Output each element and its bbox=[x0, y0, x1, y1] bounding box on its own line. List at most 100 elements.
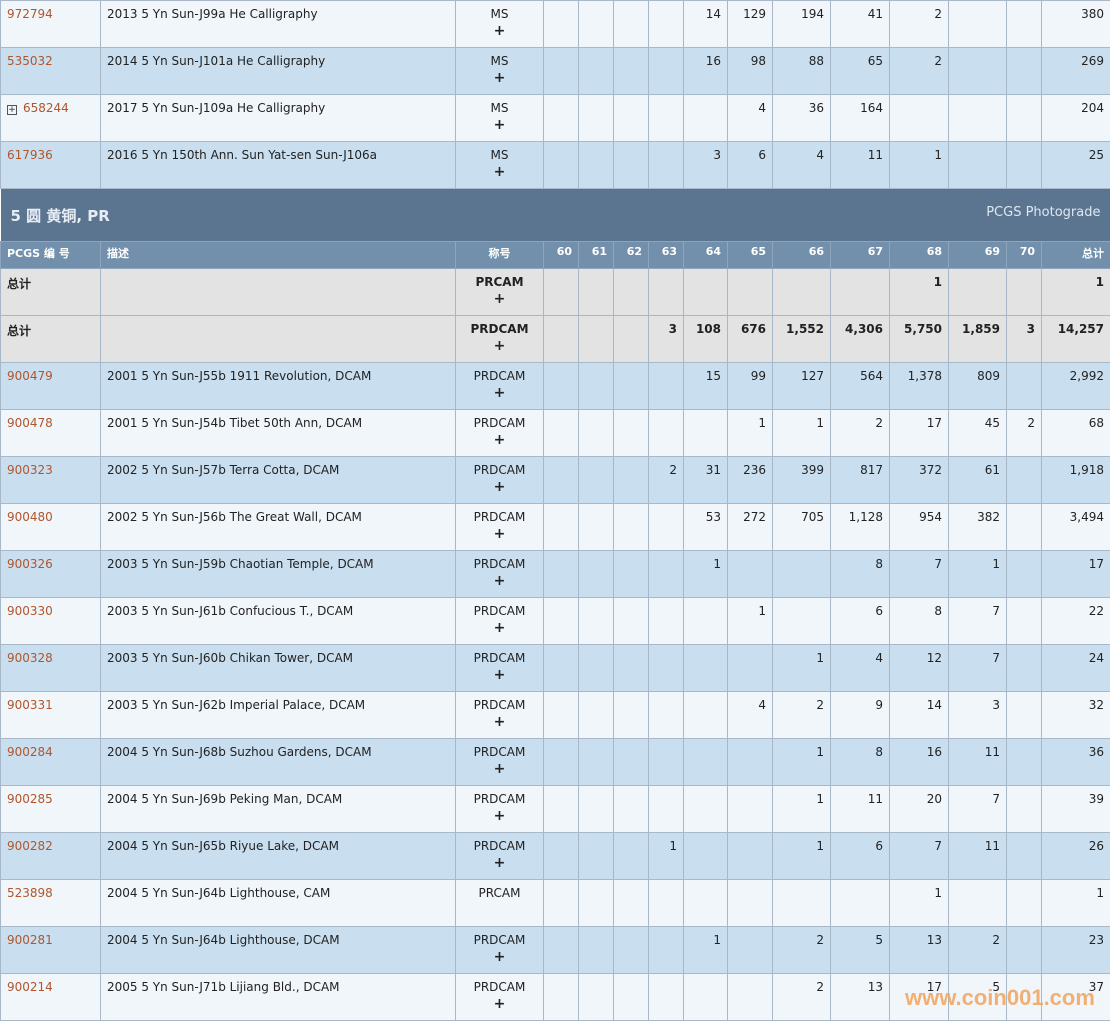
pcgs-number-link[interactable]: 900285 bbox=[7, 792, 53, 806]
plus-grade-toggle[interactable]: + bbox=[493, 117, 506, 133]
grade-62-count bbox=[613, 644, 649, 692]
description-cell: 2014 5 Yn Sun-J101a He Calligraphy bbox=[100, 47, 456, 95]
total-row: 总计 PRCAM +1 1 bbox=[0, 268, 1110, 316]
pcgs-number-cell: 535032 bbox=[0, 47, 101, 95]
col-grade-65[interactable]: 65 bbox=[727, 241, 773, 269]
plus-grade-toggle[interactable]: + bbox=[493, 164, 506, 180]
pcgs-number-link[interactable]: 900330 bbox=[7, 604, 53, 618]
grade-60-count bbox=[543, 597, 579, 645]
grade-67-count: 164 bbox=[830, 94, 890, 142]
pcgs-number-link[interactable]: 900331 bbox=[7, 698, 53, 712]
grade-70-count: 3 bbox=[1006, 315, 1042, 363]
grade-64-count: 1 bbox=[683, 926, 728, 974]
plus-grade-toggle[interactable]: + bbox=[493, 714, 506, 730]
pcgs-number-link[interactable]: 972794 bbox=[7, 7, 53, 21]
grade-63-count bbox=[648, 973, 684, 1021]
col-description[interactable]: 描述 bbox=[100, 241, 456, 269]
description-cell: 2004 5 Yn Sun-J64b Lighthouse, CAM bbox=[100, 879, 456, 927]
grade-61-count bbox=[578, 94, 614, 142]
description-cell: 2004 5 Yn Sun-J69b Peking Man, DCAM bbox=[100, 785, 456, 833]
designation-cell: PRDCAM + bbox=[455, 503, 544, 551]
pcgs-number-link[interactable]: 658244 bbox=[23, 101, 69, 115]
grade-69-count: 45 bbox=[948, 409, 1007, 457]
designation-cell: PRDCAM + bbox=[455, 832, 544, 880]
grade-70-count bbox=[1006, 550, 1042, 598]
pcgs-number-link[interactable]: 900326 bbox=[7, 557, 53, 571]
col-grade-64[interactable]: 64 bbox=[683, 241, 728, 269]
grade-64-count: 1 bbox=[683, 550, 728, 598]
plus-grade-toggle[interactable]: + bbox=[493, 996, 506, 1012]
table-row: 900282 2004 5 Yn Sun-J65b Riyue Lake, DCA… bbox=[0, 832, 1110, 880]
plus-grade-toggle[interactable]: + bbox=[493, 23, 506, 39]
col-grade-62[interactable]: 62 bbox=[613, 241, 649, 269]
designation: PRDCAM bbox=[470, 322, 529, 336]
grade-68-count: 2 bbox=[889, 0, 949, 48]
pcgs-number-link[interactable]: 900328 bbox=[7, 651, 53, 665]
plus-grade-toggle[interactable]: + bbox=[493, 385, 506, 401]
col-grade-61[interactable]: 61 bbox=[578, 241, 614, 269]
grade-67-count: 6 bbox=[830, 832, 890, 880]
grade-67-count: 2 bbox=[830, 409, 890, 457]
grade-70-count bbox=[1006, 691, 1042, 739]
description-cell: 2003 5 Yn Sun-J62b Imperial Palace, DCAM bbox=[100, 691, 456, 739]
plus-grade-toggle[interactable]: + bbox=[493, 667, 506, 683]
grade-68-count: 14 bbox=[889, 691, 949, 739]
plus-grade-toggle[interactable]: + bbox=[493, 808, 506, 824]
grade-70-count bbox=[1006, 503, 1042, 551]
grade-68-count bbox=[889, 94, 949, 142]
expand-icon[interactable]: + bbox=[7, 105, 17, 115]
col-grade-63[interactable]: 63 bbox=[648, 241, 684, 269]
col-grade-69[interactable]: 69 bbox=[948, 241, 1007, 269]
pcgs-number-link[interactable]: 900478 bbox=[7, 416, 53, 430]
plus-grade-toggle[interactable]: + bbox=[493, 338, 506, 354]
pcgs-number-link[interactable]: 900282 bbox=[7, 839, 53, 853]
total-count: 22 bbox=[1041, 597, 1110, 645]
col-grade-60[interactable]: 60 bbox=[543, 241, 579, 269]
col-pcgs-number[interactable]: PCGS 编 号 bbox=[0, 241, 101, 269]
plus-grade-toggle[interactable]: + bbox=[493, 620, 506, 636]
pcgs-number-link[interactable]: 900281 bbox=[7, 933, 53, 947]
grade-66-count: 1,552 bbox=[772, 315, 831, 363]
grade-69-count: 809 bbox=[948, 362, 1007, 410]
grade-64-count: 15 bbox=[683, 362, 728, 410]
col-grade-67[interactable]: 67 bbox=[830, 241, 890, 269]
plus-grade-toggle[interactable]: + bbox=[493, 949, 506, 965]
pcgs-number-link[interactable]: 900214 bbox=[7, 980, 53, 994]
grade-64-count: 14 bbox=[683, 0, 728, 48]
plus-grade-toggle[interactable]: + bbox=[493, 526, 506, 542]
grade-69-count bbox=[948, 268, 1007, 316]
grade-66-count: 2 bbox=[772, 926, 831, 974]
col-grade-68[interactable]: 68 bbox=[889, 241, 949, 269]
grade-62-count bbox=[613, 47, 649, 95]
grade-66-count bbox=[772, 268, 831, 316]
grade-62-count bbox=[613, 879, 649, 927]
pcgs-number-link[interactable]: 617936 bbox=[7, 148, 53, 162]
grade-64-count bbox=[683, 268, 728, 316]
col-grade-70[interactable]: 70 bbox=[1006, 241, 1042, 269]
pcgs-number-link[interactable]: 900284 bbox=[7, 745, 53, 759]
plus-grade-toggle[interactable]: + bbox=[493, 291, 506, 307]
col-designation[interactable]: 称号 bbox=[455, 241, 544, 269]
col-grade-66[interactable]: 66 bbox=[772, 241, 831, 269]
pcgs-number-link[interactable]: 535032 bbox=[7, 54, 53, 68]
grade-70-count bbox=[1006, 47, 1042, 95]
grade-64-count bbox=[683, 879, 728, 927]
plus-grade-toggle[interactable]: + bbox=[493, 479, 506, 495]
total-label: 总计 bbox=[0, 268, 101, 316]
photograde-link[interactable]: PCGS Photograde bbox=[986, 204, 1101, 220]
pcgs-number-cell: 900328 bbox=[0, 644, 101, 692]
plus-grade-toggle[interactable]: + bbox=[493, 573, 506, 589]
pcgs-number-link[interactable]: 900323 bbox=[7, 463, 53, 477]
pcgs-number-link[interactable]: 900479 bbox=[7, 369, 53, 383]
plus-grade-toggle[interactable]: + bbox=[493, 432, 506, 448]
designation-cell: MS + bbox=[455, 0, 544, 48]
plus-grade-toggle[interactable]: + bbox=[493, 761, 506, 777]
col-total[interactable]: 总计 bbox=[1041, 241, 1110, 269]
grade-63-count bbox=[648, 47, 684, 95]
plus-grade-toggle[interactable]: + bbox=[493, 70, 506, 86]
pcgs-number-link[interactable]: 900480 bbox=[7, 510, 53, 524]
pcgs-number-link[interactable]: 523898 bbox=[7, 886, 53, 900]
plus-grade-toggle[interactable]: + bbox=[493, 855, 506, 871]
description-cell: 2003 5 Yn Sun-J61b Confucious T., DCAM bbox=[100, 597, 456, 645]
table-row: 900285 2004 5 Yn Sun-J69b Peking Man, DCA… bbox=[0, 785, 1110, 833]
